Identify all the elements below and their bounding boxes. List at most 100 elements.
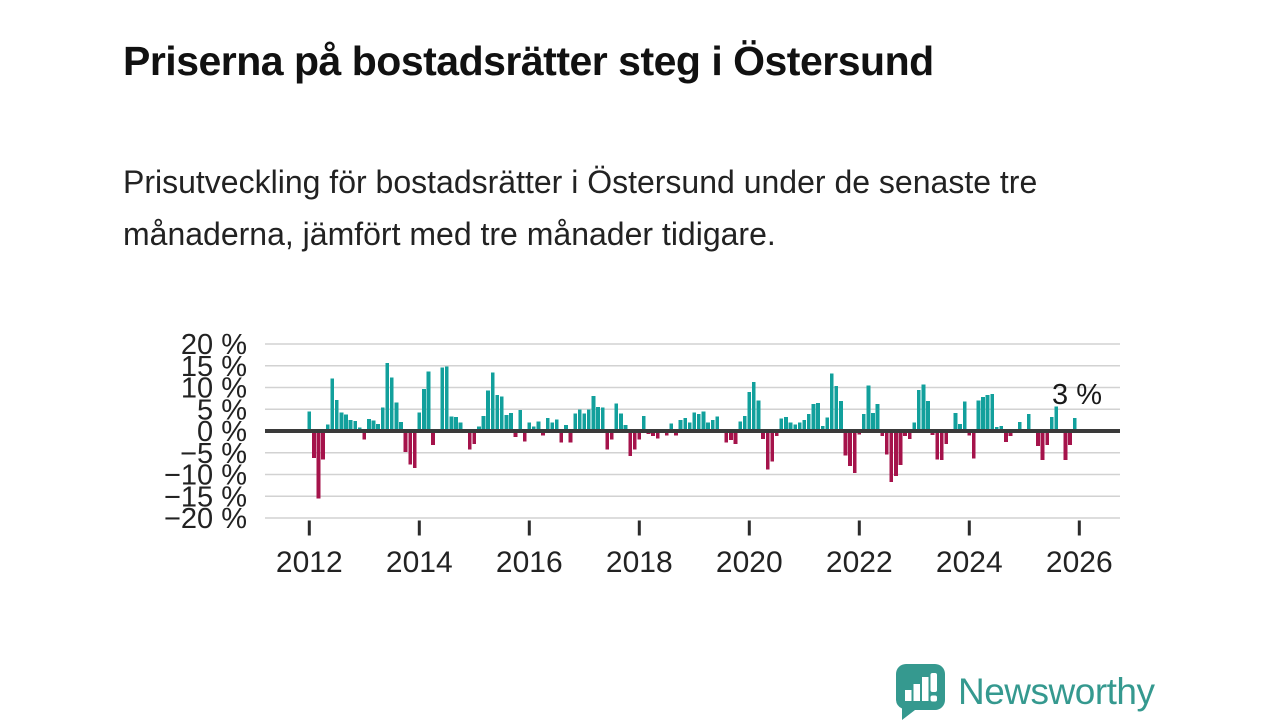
bar-positive [871, 413, 875, 431]
y-tick-label: 5 % [197, 394, 247, 426]
bar-positive [399, 421, 403, 431]
bar-positive [912, 422, 917, 431]
bar-negative [628, 431, 632, 457]
bar-positive [587, 409, 591, 431]
logo-exclamation-dot [930, 695, 937, 702]
bar-positive [1072, 417, 1077, 431]
bar-negative [568, 431, 573, 443]
bar-positive [802, 420, 807, 431]
bar-negative [1008, 431, 1013, 437]
bar-positive [1026, 414, 1031, 431]
x-tick-label: 2014 [386, 546, 453, 579]
bar-negative [1045, 431, 1049, 445]
bar-positive [866, 385, 871, 431]
bar-positive [742, 415, 747, 431]
bar-positive [454, 417, 458, 431]
bar-negative [889, 431, 894, 482]
bar-positive [811, 404, 816, 431]
bar-negative [907, 431, 912, 439]
bar-negative [729, 431, 733, 441]
bar-positive [1054, 406, 1059, 431]
bar-positive [981, 397, 985, 431]
bar-positive [710, 420, 715, 431]
bar-positive [756, 400, 761, 431]
bar-positive [348, 420, 353, 431]
bar-negative [522, 431, 527, 442]
bar-positive [683, 417, 687, 431]
bar-negative [898, 431, 903, 465]
bar-positive [926, 400, 930, 431]
bar-positive [376, 424, 380, 431]
bar-positive [953, 413, 958, 431]
bar-positive [999, 425, 1004, 431]
bar-negative [467, 431, 472, 450]
bar-positive [330, 378, 335, 431]
bar-negative [412, 431, 417, 468]
bar-positive [701, 411, 706, 431]
bar-negative [655, 431, 660, 439]
bar-negative [321, 431, 325, 460]
bar-positive [829, 373, 834, 431]
bar-positive [697, 414, 701, 431]
y-tick-label: 0 % [197, 416, 247, 448]
bar-positive [545, 417, 550, 431]
bar-positive [422, 389, 426, 431]
bar-positive [619, 413, 623, 431]
bar-positive [834, 386, 839, 431]
y-tick-label: −20 % [164, 503, 247, 535]
price-development-bar-chart: 20 %15 %10 %5 %0 %−5 %−10 %−15 %−20 % 201… [164, 330, 1120, 579]
bar-positive [669, 423, 674, 431]
bar-negative [843, 431, 848, 456]
bar-negative [971, 431, 976, 459]
bar-positive [504, 414, 509, 431]
bar-positive [678, 420, 683, 431]
bar-positive [490, 372, 495, 431]
bar-positive [1017, 421, 1022, 431]
y-tick-label: 15 % [181, 351, 247, 383]
bar-negative [884, 431, 889, 455]
bar-negative [316, 431, 321, 499]
newsworthy-brand-text: Newsworthy [958, 671, 1155, 712]
bar-positive [962, 401, 967, 431]
bar-negative [774, 431, 779, 437]
speech-bubble-shape [896, 664, 945, 720]
bar-positive [921, 384, 926, 431]
bar-positive [793, 424, 797, 431]
bar-negative [559, 431, 564, 443]
bar-positive [486, 390, 490, 431]
bar-negative [472, 431, 477, 445]
bar-positive [536, 421, 541, 431]
bar-negative [894, 431, 898, 476]
bar-positive [307, 411, 312, 431]
bar-positive [477, 426, 481, 431]
bar-positive [839, 400, 843, 431]
bar-positive [344, 414, 348, 431]
bar-positive [825, 417, 830, 431]
bar-positive [706, 422, 710, 431]
bar-negative [651, 431, 655, 437]
bar-negative [541, 431, 545, 436]
page-title: Priserna på bostadsrätter steg i Östersu… [123, 38, 934, 85]
bar-negative [664, 431, 669, 436]
bar-positive [440, 367, 445, 431]
bar-negative [312, 431, 316, 458]
bar-positive [916, 390, 921, 431]
bar-negative [761, 431, 765, 439]
bar-positive [385, 363, 390, 431]
bar-positive [861, 414, 866, 431]
bar-negative [1063, 431, 1068, 461]
bar-negative [733, 431, 738, 445]
bar-chart-exclamation-speech-bubble-icon [896, 664, 945, 720]
bar-positive [788, 422, 793, 431]
bar-positive [371, 420, 376, 431]
bar-positive [509, 413, 513, 431]
logo-bar-3 [922, 677, 929, 701]
bar-negative [1036, 431, 1040, 447]
bar-negative [848, 431, 852, 467]
bar-positive [325, 424, 330, 431]
bar-negative [903, 431, 907, 437]
bar-positive [600, 407, 605, 431]
bar-positive [499, 396, 504, 431]
bar-positive [577, 409, 582, 431]
bar-positive [532, 426, 536, 431]
